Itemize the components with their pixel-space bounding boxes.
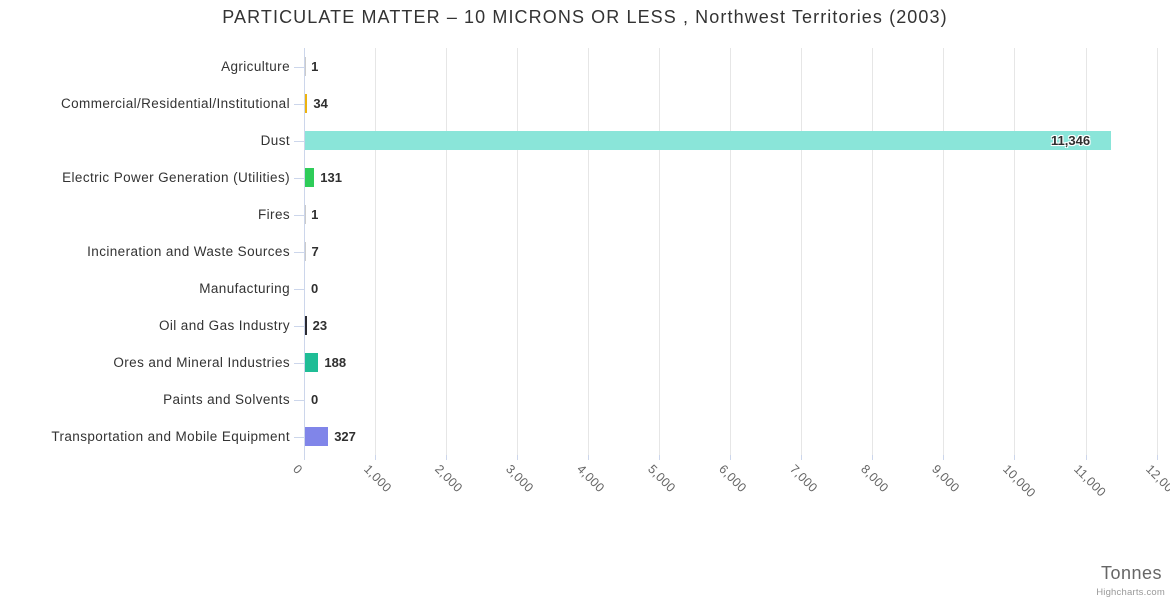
bar-value-label: 1 — [311, 207, 319, 222]
gridline — [659, 48, 661, 455]
category-label-manufacturing: Manufacturing — [199, 280, 290, 296]
bar-oil-and-gas-industry[interactable] — [305, 316, 307, 335]
y-axis-tick — [294, 251, 304, 253]
bar-value-label: 34 — [313, 96, 328, 111]
x-axis-tick-label: 3,000 — [503, 462, 537, 496]
x-axis-tick — [517, 455, 519, 460]
y-axis-tick — [294, 288, 304, 290]
bar-value-label: 11,346 — [1051, 133, 1091, 148]
x-axis-tick-label: 11,000 — [1071, 462, 1110, 500]
y-axis-tick — [294, 177, 304, 179]
bar-transportation-and-mobile-equipment[interactable] — [305, 427, 329, 446]
bar-value-label: 1 — [311, 59, 319, 74]
x-axis-tick-label: 2,000 — [432, 462, 466, 496]
y-axis-tick — [294, 66, 304, 68]
bar-incineration-and-waste-sources[interactable] — [305, 242, 306, 261]
bar-dust[interactable] — [305, 131, 1112, 150]
y-axis-tick — [294, 214, 304, 216]
gridline — [943, 48, 945, 455]
x-axis-tick-label: 5,000 — [645, 462, 679, 496]
gridline — [801, 48, 803, 455]
x-axis-tick — [1156, 455, 1158, 460]
gridline — [588, 48, 590, 455]
x-axis-tick — [1014, 455, 1016, 460]
bar-value-label: 23 — [312, 318, 328, 333]
plot-area: 1 34 11,346 131 1 7 0 23 188 0 327 — [294, 48, 1158, 460]
bar-agriculture[interactable] — [305, 57, 306, 76]
gridline — [730, 48, 732, 455]
y-axis-tick — [294, 140, 304, 142]
category-label-commercial-residential-institutional: Commercial/Residential/Institutional — [61, 95, 290, 111]
bar-value-label: 188 — [324, 355, 347, 370]
bar-electric-power-generation-utilities-[interactable] — [305, 168, 315, 187]
gridline — [375, 48, 376, 455]
category-label-agriculture: Agriculture — [221, 58, 290, 74]
x-axis-tick-label: 7,000 — [787, 462, 821, 496]
category-label-oil-and-gas-industry: Oil and Gas Industry — [158, 317, 290, 333]
x-axis-tick-label: 12,000 — [1142, 462, 1170, 501]
x-axis-tick — [872, 455, 874, 460]
gridline — [1156, 48, 1158, 455]
x-axis-tick — [659, 455, 661, 460]
x-axis-tick-label: 8,000 — [858, 462, 892, 496]
gridline — [1085, 48, 1087, 455]
x-axis-tick-label: 1,000 — [361, 462, 395, 496]
x-axis-tick — [446, 455, 448, 460]
category-label-incineration-and-waste-sources: Incineration and Waste Sources — [87, 243, 290, 259]
chart-title: PARTICULATE MATTER – 10 MICRONS OR LESS … — [222, 7, 948, 27]
y-axis-tick — [294, 325, 304, 327]
y-axis-tick — [294, 436, 304, 438]
bar-value-label: 131 — [320, 170, 342, 185]
bar-value-label: 0 — [311, 392, 319, 407]
x-axis-tick — [801, 455, 803, 460]
x-axis-tick-label: 0 — [290, 462, 306, 478]
gridline — [446, 48, 448, 455]
bar-commercial-residential-institutional[interactable] — [305, 94, 308, 113]
x-axis-tick — [730, 455, 732, 460]
category-label-dust: Dust — [260, 132, 290, 148]
y-axis-tick — [294, 362, 304, 364]
bar-value-label: 7 — [311, 244, 319, 259]
y-axis-tick — [294, 103, 304, 105]
category-label-fires: Fires — [258, 206, 290, 222]
y-axis-line — [304, 48, 305, 455]
y-axis-tick — [294, 399, 304, 401]
gridline — [517, 48, 519, 455]
x-axis-tick-label: 10,000 — [1000, 462, 1039, 501]
category-label-paints-and-solvents: Paints and Solvents — [163, 391, 290, 407]
x-axis-title: Tonnes — [1100, 563, 1162, 583]
x-axis-tick — [588, 455, 590, 460]
x-axis-tick — [375, 455, 376, 460]
x-axis-tick-label: 6,000 — [716, 462, 750, 496]
category-label-electric-power-generation-utilities-: Electric Power Generation (Utilities) — [62, 169, 290, 185]
category-label-ores-and-mineral-industries: Ores and Mineral Industries — [113, 354, 290, 370]
x-axis-tick — [1085, 455, 1087, 460]
bar-fires[interactable] — [305, 205, 306, 224]
bar-ores-and-mineral-industries[interactable] — [305, 353, 319, 372]
gridline — [1014, 48, 1016, 455]
bar-value-label: 327 — [334, 429, 356, 444]
highcharts-credit-link[interactable]: Highcharts.com — [1096, 587, 1165, 598]
x-axis-tick — [304, 455, 305, 460]
bar-value-label: 0 — [311, 281, 319, 296]
gridline — [872, 48, 874, 455]
category-label-transportation-and-mobile-equipment: Transportation and Mobile Equipment — [51, 428, 290, 444]
x-axis-tick-label: 4,000 — [574, 462, 608, 496]
x-axis-tick-label: 9,000 — [929, 462, 963, 496]
x-axis-tick — [943, 455, 945, 460]
